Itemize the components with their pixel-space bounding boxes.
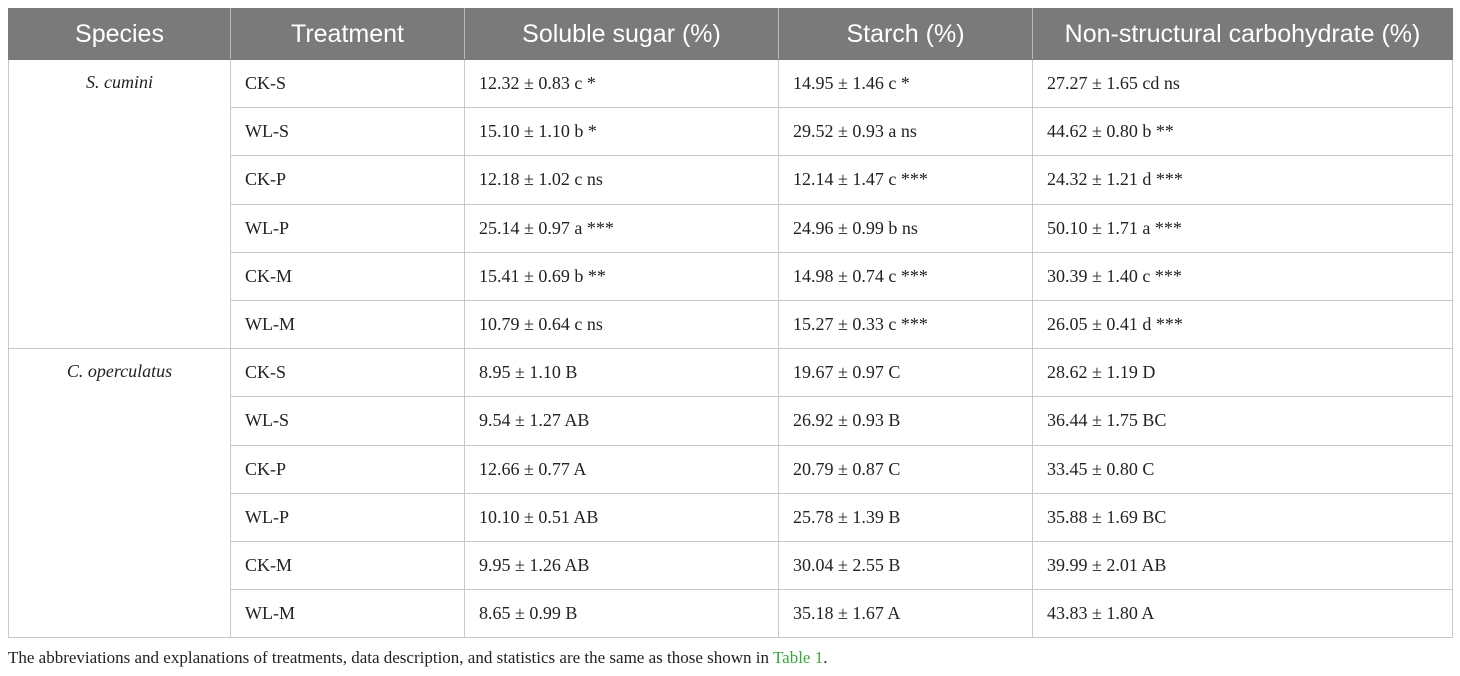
treatment-cell: CK-S [230, 59, 465, 109]
nsc-cell: 26.05 ± 0.41 d *** [1032, 300, 1453, 350]
treatment-cell: WL-S [230, 107, 465, 157]
nsc-cell: 39.99 ± 2.01 AB [1032, 541, 1453, 591]
header-starch: Starch (%) [778, 8, 1033, 60]
table-body: S. cumini CK-S 12.32 ± 0.83 c * 14.95 ± 1.4… [8, 59, 1453, 639]
footnote-text: The abbreviations and explanations of tr… [8, 648, 773, 667]
header-species: Species [8, 8, 231, 60]
table-row: WL-S 9.54 ± 1.27 AB 26.92 ± 0.93 B 36.44 ± … [9, 396, 1453, 446]
soluble-sugar-cell: 12.66 ± 0.77 A [464, 445, 779, 494]
data-table: Species Treatment Soluble sugar (%) Star… [8, 8, 1453, 639]
nsc-cell: 44.62 ± 0.80 b ** [1032, 107, 1453, 157]
treatment-cell: WL-P [230, 493, 465, 542]
treatment-cell: WL-S [230, 396, 465, 446]
starch-cell: 30.04 ± 2.55 B [778, 541, 1033, 591]
treatment-cell: CK-M [230, 252, 465, 301]
starch-cell: 12.14 ± 1.47 c *** [778, 155, 1033, 205]
table-row: WL-P 10.10 ± 0.51 AB 25.78 ± 1.39 B 35.88 ±… [9, 493, 1453, 542]
starch-cell: 24.96 ± 0.99 b ns [778, 204, 1033, 253]
soluble-sugar-cell: 15.41 ± 0.69 b ** [464, 252, 779, 301]
nsc-cell: 35.88 ± 1.69 BC [1032, 493, 1453, 542]
starch-cell: 14.95 ± 1.46 c * [778, 59, 1033, 109]
treatment-cell: WL-M [230, 300, 465, 350]
soluble-sugar-cell: 12.18 ± 1.02 c ns [464, 155, 779, 205]
table-row: WL-M 8.65 ± 0.99 B 35.18 ± 1.67 A 43.83 ± 1… [9, 589, 1453, 639]
soluble-sugar-cell: 8.65 ± 0.99 B [464, 589, 779, 639]
table-row: WL-P 25.14 ± 0.97 a *** 24.96 ± 0.99 b ns 5… [9, 204, 1453, 253]
soluble-sugar-cell: 15.10 ± 1.10 b * [464, 107, 779, 157]
soluble-sugar-cell: 10.79 ± 0.64 c ns [464, 300, 779, 350]
starch-cell: 15.27 ± 0.33 c *** [778, 300, 1033, 350]
soluble-sugar-cell: 12.32 ± 0.83 c * [464, 59, 779, 109]
starch-cell: 29.52 ± 0.93 a ns [778, 107, 1033, 157]
nsc-cell: 33.45 ± 0.80 C [1032, 445, 1453, 494]
header-soluble-sugar: Soluble sugar (%) [464, 8, 779, 60]
nsc-cell: 50.10 ± 1.71 a *** [1032, 204, 1453, 253]
starch-cell: 20.79 ± 0.87 C [778, 445, 1033, 494]
table-footnote: The abbreviations and explanations of tr… [8, 648, 827, 668]
treatment-cell: CK-M [230, 541, 465, 591]
table-container: Species Treatment Soluble sugar (%) Star… [8, 8, 1453, 639]
nsc-cell: 43.83 ± 1.80 A [1032, 589, 1453, 639]
starch-cell: 14.98 ± 0.74 c *** [778, 252, 1033, 301]
header-nsc: Non-structural carbohydrate (%) [1032, 8, 1453, 60]
table-row: WL-M 10.79 ± 0.64 c ns 15.27 ± 0.33 c *** 2… [9, 300, 1453, 350]
nsc-cell: 24.32 ± 1.21 d *** [1032, 155, 1453, 205]
starch-cell: 19.67 ± 0.97 C [778, 348, 1033, 398]
table-row: S. cumini CK-S 12.32 ± 0.83 c * 14.95 ± 1.4… [8, 59, 1453, 350]
header-row: Species Treatment Soluble sugar (%) Star… [8, 8, 1453, 60]
nsc-cell: 30.39 ± 1.40 c *** [1032, 252, 1453, 301]
treatment-cell: CK-P [230, 445, 465, 494]
table-row: CK-M 9.95 ± 1.26 AB 30.04 ± 2.55 B 39.99 ± … [9, 541, 1453, 591]
nsc-cell: 28.62 ± 1.19 D [1032, 348, 1453, 398]
starch-cell: 26.92 ± 0.93 B [778, 396, 1033, 446]
soluble-sugar-cell: 25.14 ± 0.97 a *** [464, 204, 779, 253]
soluble-sugar-cell: 10.10 ± 0.51 AB [464, 493, 779, 542]
table-1-link[interactable]: Table 1 [772, 648, 824, 667]
treatment-cell: WL-M [230, 589, 465, 639]
treatment-cell: WL-P [230, 204, 465, 253]
footnote-end: . [823, 648, 828, 667]
table-row: C. operculatus CK-S 8.95 ± 1.10 B 19.67 ± 0… [8, 348, 1453, 639]
table-row: CK-P 12.66 ± 0.77 A 20.79 ± 0.87 C 33.45 ± … [9, 445, 1453, 494]
treatment-cell: CK-S [230, 348, 465, 398]
starch-cell: 35.18 ± 1.67 A [778, 589, 1033, 639]
treatment-cell: CK-P [230, 155, 465, 205]
soluble-sugar-cell: 9.54 ± 1.27 AB [464, 396, 779, 446]
table-row: CK-P 12.18 ± 1.02 c ns 12.14 ± 1.47 c *** 2… [9, 155, 1453, 205]
table-row: CK-M 15.41 ± 0.69 b ** 14.98 ± 0.74 c *** 3… [9, 252, 1453, 301]
soluble-sugar-cell: 9.95 ± 1.26 AB [464, 541, 779, 591]
starch-cell: 25.78 ± 1.39 B [778, 493, 1033, 542]
nsc-cell: 36.44 ± 1.75 BC [1032, 396, 1453, 446]
species-cell: C. operculatus [8, 348, 231, 639]
soluble-sugar-cell: 8.95 ± 1.10 B [464, 348, 779, 398]
header-treatment: Treatment [230, 8, 465, 60]
nsc-cell: 27.27 ± 1.65 cd ns [1032, 59, 1453, 109]
table-header: Species Treatment Soluble sugar (%) Star… [8, 8, 1453, 60]
table-row: WL-S 15.10 ± 1.10 b * 29.52 ± 0.93 a ns 44.… [9, 107, 1453, 157]
species-cell: S. cumini [8, 59, 231, 350]
